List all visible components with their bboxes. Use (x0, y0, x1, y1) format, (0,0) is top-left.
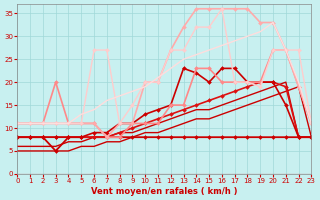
X-axis label: Vent moyen/en rafales ( km/h ): Vent moyen/en rafales ( km/h ) (91, 187, 238, 196)
